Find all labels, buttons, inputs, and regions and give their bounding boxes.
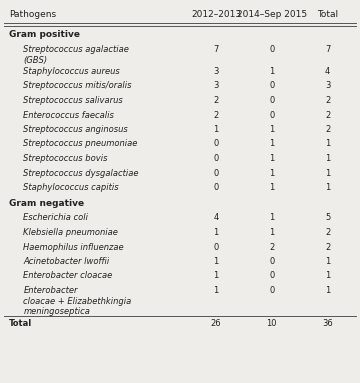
Text: Staphylococcus capitis: Staphylococcus capitis [23,183,119,192]
Text: 3: 3 [213,82,219,90]
Text: 0: 0 [213,183,219,192]
Text: 1: 1 [325,154,330,163]
Text: 1: 1 [269,139,274,149]
Text: 2: 2 [325,96,330,105]
Text: 2012–2013: 2012–2013 [191,10,241,19]
Text: 0: 0 [269,257,274,266]
Text: Streptococcus dysgalactiae: Streptococcus dysgalactiae [23,169,139,177]
Text: 2014–Sep 2015: 2014–Sep 2015 [237,10,307,19]
Text: 2: 2 [325,228,330,237]
Text: Acinetobacter lwoffii: Acinetobacter lwoffii [23,257,110,266]
Text: Streptococcus salivarus: Streptococcus salivarus [23,96,123,105]
Text: 0: 0 [269,96,274,105]
Text: Gram negative: Gram negative [9,198,84,208]
Text: 0: 0 [269,82,274,90]
Text: Total: Total [9,319,32,328]
Text: 1: 1 [269,183,274,192]
Text: 1: 1 [269,213,274,223]
Text: Pathogens: Pathogens [9,10,56,19]
Text: 36: 36 [322,319,333,328]
Text: Klebsiella pneumoniae: Klebsiella pneumoniae [23,228,118,237]
Text: 0: 0 [213,139,219,149]
Text: 1: 1 [213,272,219,280]
Text: Enterobacter cloacae: Enterobacter cloacae [23,272,113,280]
Text: Streptococcus bovis: Streptococcus bovis [23,154,108,163]
Text: 1: 1 [325,183,330,192]
Text: Streptococcus mitis/oralis: Streptococcus mitis/oralis [23,82,132,90]
Text: 0: 0 [269,45,274,54]
Text: 1: 1 [269,169,274,177]
Text: 2: 2 [213,111,219,119]
Text: 1: 1 [325,169,330,177]
Text: Enterobacter
cloacae + Elizabethkingia
meningoseptica: Enterobacter cloacae + Elizabethkingia m… [23,286,132,316]
Text: 0: 0 [213,169,219,177]
Text: Total: Total [317,10,338,19]
Text: 1: 1 [213,257,219,266]
Text: 0: 0 [269,272,274,280]
Text: 5: 5 [325,213,330,223]
Text: 2: 2 [325,125,330,134]
Text: Streptococcus agalactiae
(GBS): Streptococcus agalactiae (GBS) [23,45,129,65]
Text: 0: 0 [269,111,274,119]
Text: 1: 1 [213,125,219,134]
Text: Staphylococcus aureus: Staphylococcus aureus [23,67,120,76]
Text: 1: 1 [269,154,274,163]
Text: 4: 4 [325,67,330,76]
Text: 0: 0 [269,286,274,295]
Text: 7: 7 [325,45,330,54]
Text: 1: 1 [325,257,330,266]
Text: 26: 26 [211,319,221,328]
Text: 1: 1 [325,286,330,295]
Text: 3: 3 [325,82,330,90]
Text: 3: 3 [213,67,219,76]
Text: Haemophilus influenzae: Haemophilus influenzae [23,242,124,252]
Text: 1: 1 [269,67,274,76]
Text: 1: 1 [213,228,219,237]
Text: 2: 2 [325,242,330,252]
Text: 4: 4 [213,213,219,223]
Text: Streptococcus pneumoniae: Streptococcus pneumoniae [23,139,138,149]
Text: 2: 2 [325,111,330,119]
Text: 1: 1 [213,286,219,295]
Text: Gram positive: Gram positive [9,30,80,39]
Text: 1: 1 [325,272,330,280]
Text: 0: 0 [213,154,219,163]
Text: 1: 1 [269,125,274,134]
Text: 10: 10 [266,319,277,328]
Text: 2: 2 [213,96,219,105]
Text: Enterococcus faecalis: Enterococcus faecalis [23,111,114,119]
Text: 0: 0 [213,242,219,252]
Text: Escherichia coli: Escherichia coli [23,213,89,223]
Text: 7: 7 [213,45,219,54]
Text: 1: 1 [325,139,330,149]
Text: Streptococcus anginosus: Streptococcus anginosus [23,125,128,134]
Text: 1: 1 [269,228,274,237]
Text: 2: 2 [269,242,274,252]
